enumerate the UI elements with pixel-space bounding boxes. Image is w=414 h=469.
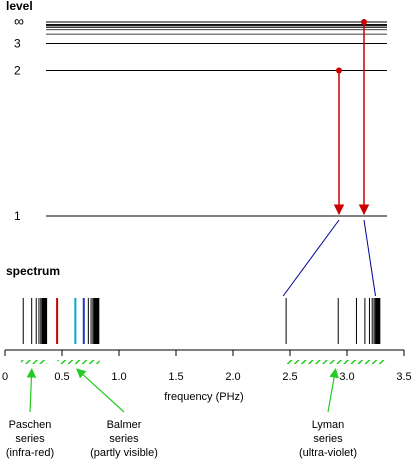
projection-line: [282, 219, 340, 297]
spectral-lines: [22, 298, 381, 344]
lyman-series-bar: [286, 360, 385, 364]
balmer-series-label: Balmer: [107, 419, 142, 431]
paschen-series-label: Paschen: [9, 419, 52, 431]
axis-tick-label: 1.5: [168, 371, 183, 383]
balmer-series-label: series: [109, 433, 139, 445]
paschen-series-label: (infra-red): [6, 447, 54, 459]
series-annotations: Paschen series (infra-red) Balmer series (par…: [6, 360, 385, 459]
lyman-series-label: (ultra-violet): [299, 447, 357, 459]
balmer-series-bar: [57, 360, 100, 364]
axis-tick-label: 1.0: [111, 371, 126, 383]
balmer-series-label: (partly visible): [90, 447, 158, 459]
axis-tick-label: 3.0: [339, 371, 354, 383]
frequency-axis: 0 0.5 1.0 1.5 2.0 2.5 3.0 3.5: [2, 349, 412, 383]
paschen-series-bar: [20, 360, 48, 364]
spectrum-heading: spectrum: [6, 264, 60, 278]
axis-tick-label: 0: [2, 371, 8, 383]
transitions: [282, 19, 376, 297]
level-label-1: 1: [14, 209, 21, 223]
energy-levels: 1 2 3 ∞: [14, 13, 387, 223]
axis-tick-label: 2.5: [282, 371, 297, 383]
axis-tick-label: 2.0: [225, 371, 240, 383]
axis-tick-label: 0.5: [54, 371, 69, 383]
projection-line: [363, 219, 376, 297]
axis-tick-label: 3.5: [396, 371, 411, 383]
paschen-series-label: series: [15, 433, 45, 445]
lyman-series-arrow: [327, 368, 339, 413]
level-label-2: 2: [14, 64, 21, 78]
lyman-series-label: Lyman: [312, 419, 345, 431]
level-label-3: 3: [14, 37, 21, 51]
levels-heading: level: [6, 0, 33, 13]
lyman-series-label: series: [313, 433, 343, 445]
balmer-series-arrow: [76, 368, 125, 413]
level-label-inf: ∞: [14, 13, 24, 29]
axis-label: frequency (PHz): [164, 391, 243, 403]
paschen-series-arrow: [26, 368, 37, 413]
